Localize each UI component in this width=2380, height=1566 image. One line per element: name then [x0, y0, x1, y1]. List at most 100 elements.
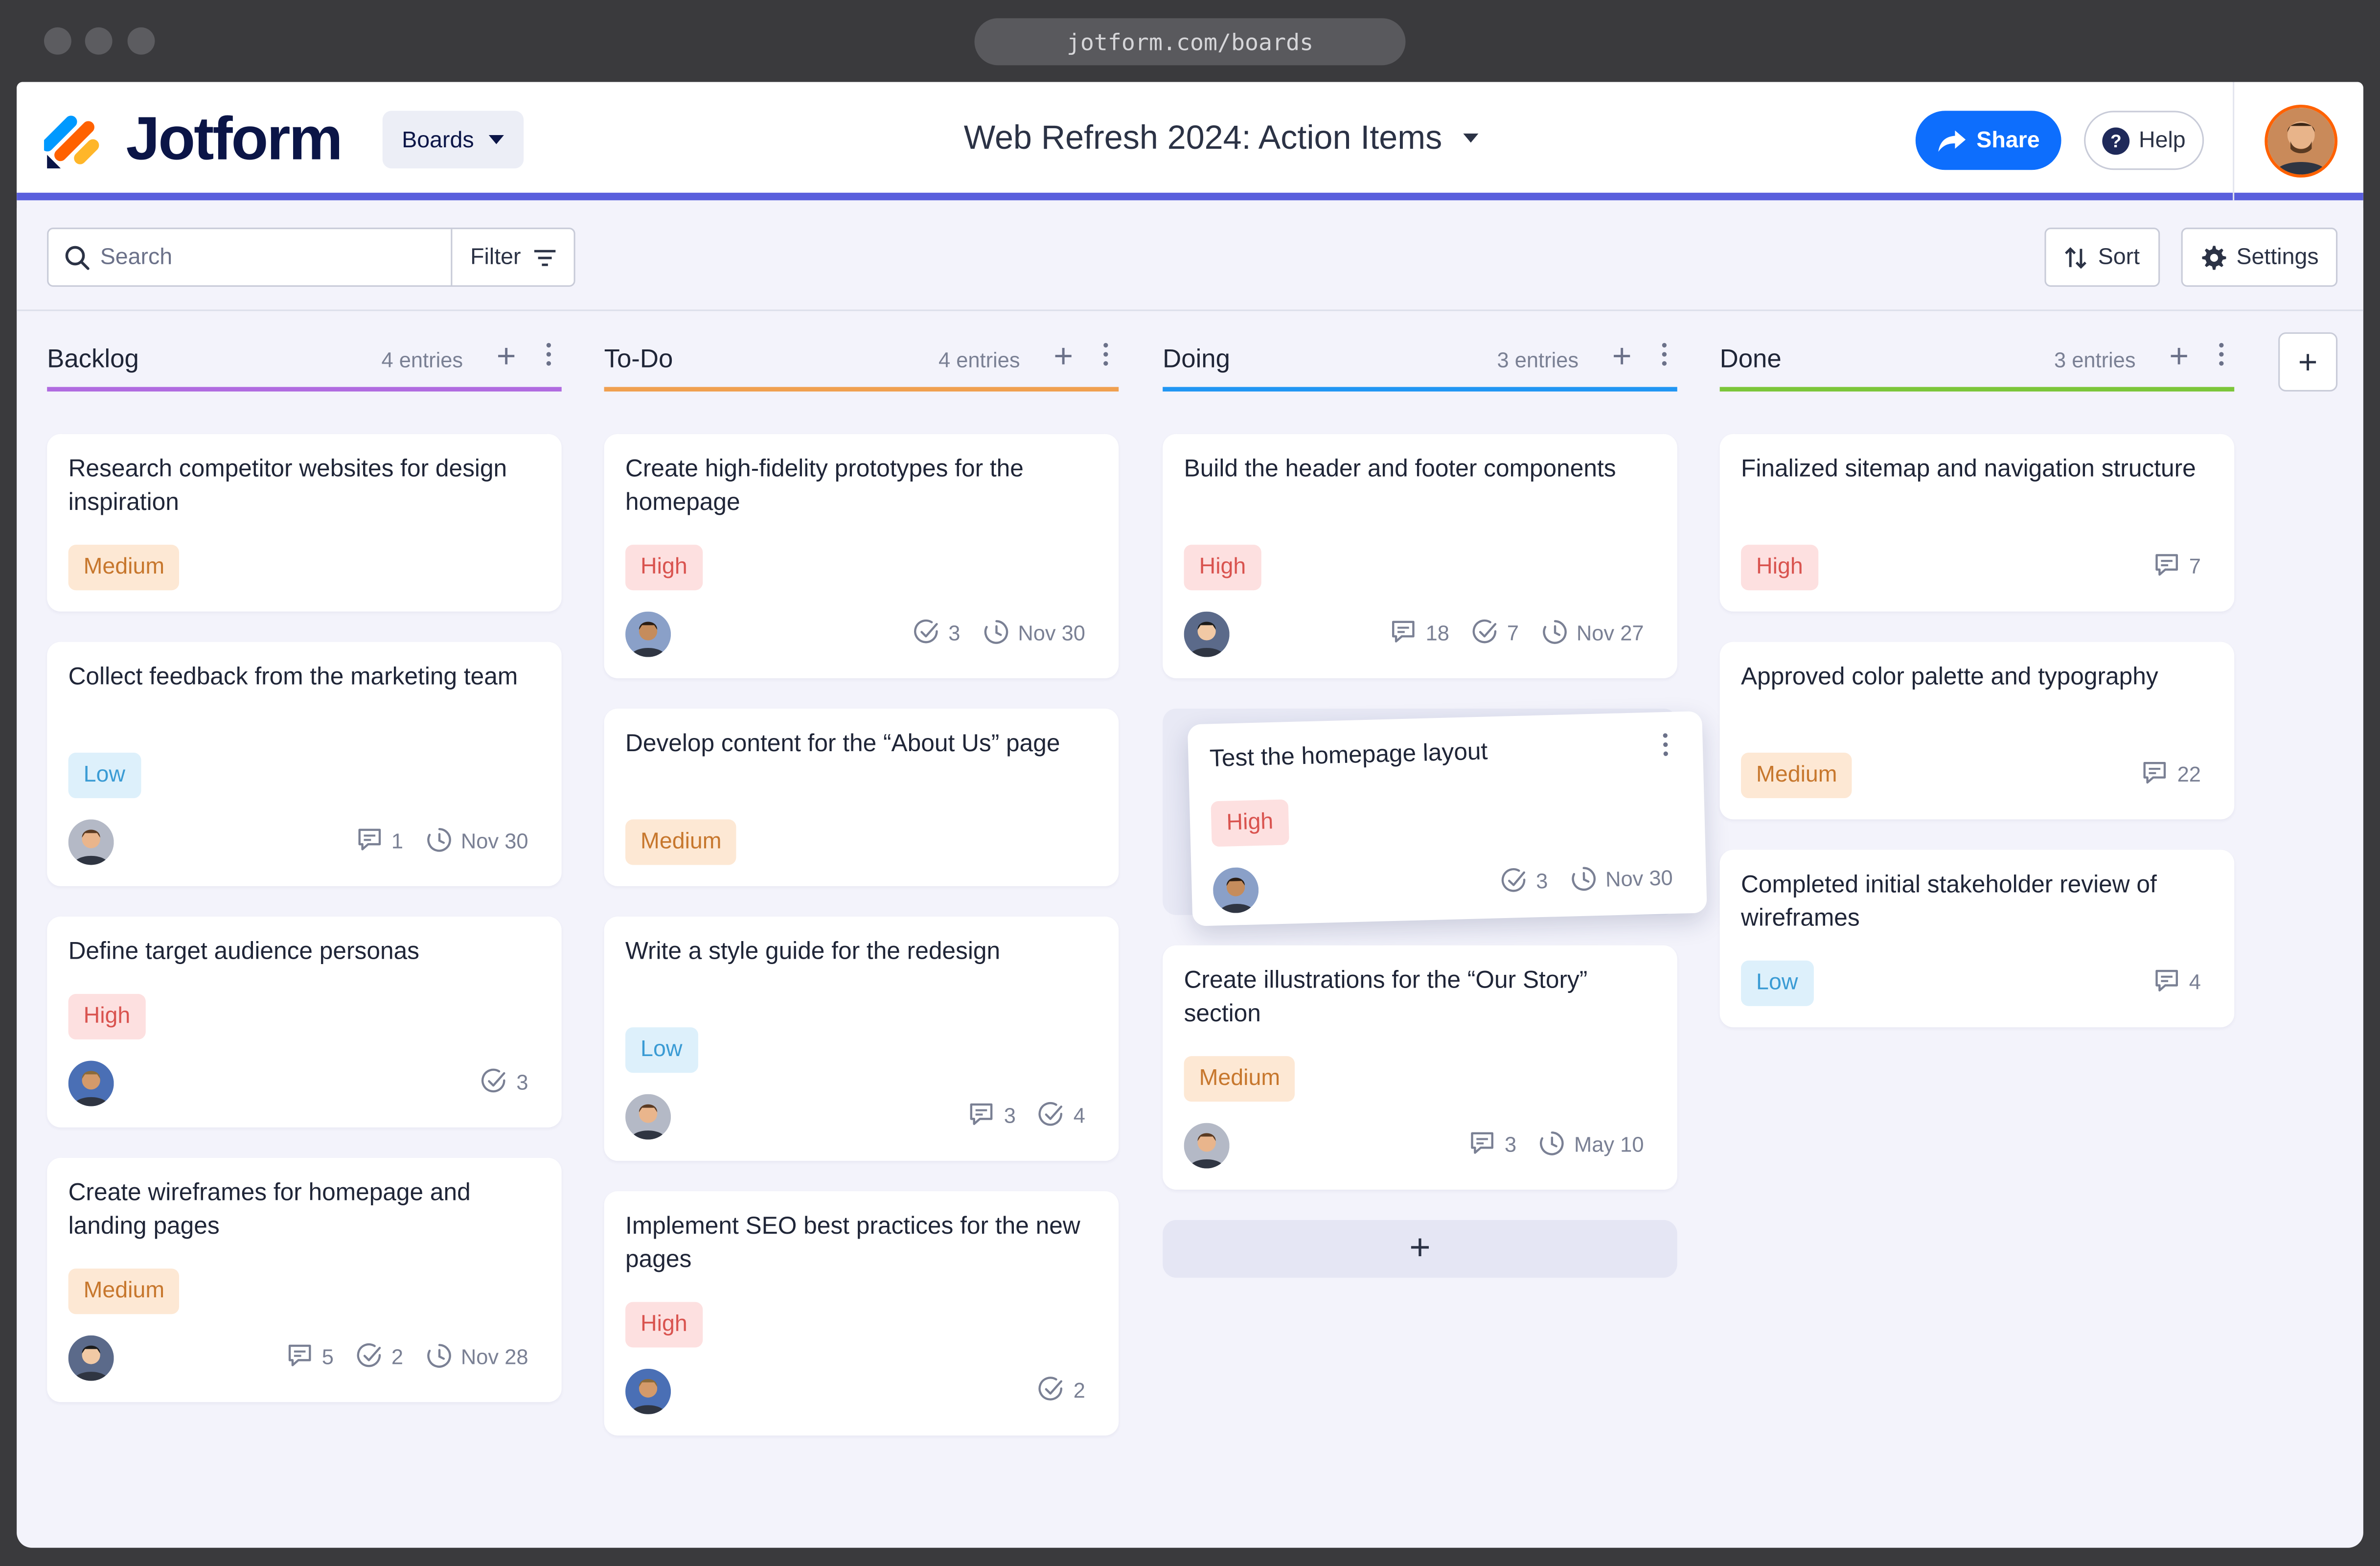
priority-badge[interactable]: High — [68, 994, 146, 1040]
card-meta: 18 7 Nov 27 — [1389, 618, 1644, 646]
assignee-avatar[interactable] — [1184, 611, 1230, 657]
card-meta: 3 Nov 30 — [1499, 862, 1673, 896]
column-header: Backlog 4 entries + — [47, 322, 562, 392]
card-title: Create wireframes for homepage and landi… — [68, 1180, 471, 1240]
task-card[interactable]: Build the header and footer components H… — [1163, 434, 1677, 679]
boards-dropdown[interactable]: Boards — [382, 111, 524, 169]
priority-badge[interactable]: Low — [68, 752, 141, 799]
comment-count: 4 — [2152, 967, 2201, 995]
priority-badge[interactable]: Medium — [1184, 1056, 1296, 1102]
card-title: Develop content for the “About Us” page — [625, 731, 1060, 758]
due-date: May 10 — [1538, 1129, 1644, 1158]
kebab-icon[interactable] — [546, 343, 552, 370]
task-card[interactable]: Write a style guide for the redesign Low… — [604, 916, 1119, 1161]
jotform-logo-icon[interactable] — [44, 109, 105, 170]
task-card[interactable]: Create high-fidelity prototypes for the … — [604, 434, 1119, 679]
assignee-avatar[interactable] — [68, 819, 114, 865]
user-avatar[interactable] — [2265, 104, 2338, 178]
kebab-icon[interactable] — [1103, 343, 1109, 370]
check-circle-icon — [357, 1343, 381, 1367]
card-meta: 4 — [2152, 967, 2201, 995]
help-button[interactable]: ? Help — [2084, 111, 2204, 170]
task-card[interactable]: Implement SEO best practices for the new… — [604, 1191, 1119, 1436]
task-card[interactable]: Research competitor websites for design … — [47, 434, 562, 612]
task-count: 2 — [1037, 1375, 1085, 1404]
board-title: Web Refresh 2024: Action Items — [963, 118, 1442, 157]
priority-badge[interactable]: Low — [1741, 960, 1813, 1006]
priority-badge[interactable]: High — [625, 545, 703, 591]
assignee-avatar[interactable] — [1184, 1123, 1230, 1169]
add-entry-button[interactable]: + — [1053, 337, 1074, 375]
avatar-image — [625, 1368, 671, 1414]
sort-label: Sort — [2098, 244, 2140, 270]
task-count: 7 — [1470, 618, 1519, 646]
priority-badge[interactable]: Medium — [68, 545, 180, 591]
task-card[interactable]: Develop content for the “About Us” page … — [604, 709, 1119, 886]
assignee-avatar[interactable] — [625, 611, 671, 657]
card-meta: 7 — [2152, 551, 2201, 580]
filter-button[interactable]: Filter — [451, 229, 575, 285]
address-bar[interactable]: jotform.com/boards — [974, 18, 1406, 66]
clock-icon — [427, 1344, 451, 1368]
avatar-image — [2267, 108, 2334, 175]
comment-icon — [2144, 762, 2167, 784]
task-card[interactable]: Create wireframes for homepage and landi… — [47, 1157, 562, 1403]
priority-badge[interactable]: High — [625, 1302, 703, 1348]
priority-badge[interactable]: Medium — [625, 819, 737, 865]
add-card-button[interactable]: + — [1163, 1220, 1677, 1278]
task-card[interactable]: Completed initial stakeholder review of … — [1719, 850, 2235, 1028]
task-card[interactable]: Create illustrations for the “Our Story”… — [1163, 945, 1677, 1190]
window-minimize-dot[interactable] — [85, 27, 113, 55]
task-card[interactable]: Define target audience personas High 3 — [47, 916, 562, 1128]
assignee-avatar[interactable] — [68, 1335, 114, 1381]
kebab-icon[interactable] — [1663, 733, 1670, 760]
task-card[interactable]: Collect feedback from the marketing team… — [47, 642, 562, 886]
check-circle-icon — [1501, 868, 1525, 892]
priority-badge[interactable]: Low — [625, 1027, 698, 1073]
add-entry-button[interactable]: + — [496, 337, 516, 375]
kebab-icon[interactable] — [1662, 343, 1668, 370]
caret-down-icon — [1463, 133, 1479, 143]
assignee-avatar[interactable] — [68, 1060, 114, 1106]
priority-badge[interactable]: Medium — [1741, 752, 1853, 799]
search-input[interactable] — [100, 230, 450, 284]
share-button[interactable]: Share — [1915, 111, 2061, 170]
avatar-image — [1184, 1123, 1230, 1169]
comment-count: 1 — [355, 826, 403, 854]
column-backlog: Backlog 4 entries + Research competitor … — [47, 322, 562, 1403]
card-meta: 22 — [2141, 759, 2201, 787]
card-title: Research competitor websites for design … — [68, 457, 507, 516]
comment-icon — [1471, 1132, 1494, 1154]
settings-button[interactable]: Settings — [2181, 228, 2338, 287]
card-title: Implement SEO best practices for the new… — [625, 1214, 1080, 1273]
add-entry-button[interactable]: + — [1612, 337, 1632, 375]
priority-badge[interactable]: High — [1741, 545, 1818, 591]
column-entry-count: 4 entries — [938, 347, 1020, 372]
card-title: Test the homepage layout — [1209, 739, 1488, 773]
window-close-dot[interactable] — [44, 27, 71, 55]
search-icon — [65, 246, 90, 270]
add-column-button[interactable]: + — [2278, 332, 2338, 392]
priority-badge[interactable]: High — [1211, 799, 1289, 847]
column-entry-count: 3 entries — [2054, 347, 2136, 372]
task-card[interactable]: Approved color palette and typography Me… — [1719, 642, 2235, 820]
kebab-icon[interactable] — [2219, 343, 2225, 370]
add-entry-button[interactable]: + — [2169, 337, 2189, 375]
due-date: Nov 28 — [424, 1341, 528, 1370]
share-label: Share — [1976, 127, 2040, 154]
board-title-dropdown[interactable]: Web Refresh 2024: Action Items — [964, 118, 1479, 158]
column-header: Done 3 entries + — [1719, 322, 2235, 392]
sort-button[interactable]: Sort — [2044, 228, 2160, 287]
priority-badge[interactable]: High — [1184, 545, 1261, 591]
due-date: Nov 30 — [1569, 862, 1673, 894]
avatar-image — [1184, 611, 1230, 657]
dragged-card[interactable]: Test the homepage layout High 3 Nov 30 — [1187, 711, 1707, 926]
help-icon: ? — [2102, 126, 2130, 154]
priority-badge[interactable]: Medium — [68, 1268, 180, 1314]
window-maximize-dot[interactable] — [127, 27, 155, 55]
assignee-avatar[interactable] — [625, 1094, 671, 1140]
assignee-avatar[interactable] — [1212, 867, 1259, 914]
assignee-avatar[interactable] — [625, 1368, 671, 1414]
task-card[interactable]: Finalized sitemap and navigation structu… — [1719, 434, 2235, 612]
header-divider — [2233, 82, 2235, 201]
